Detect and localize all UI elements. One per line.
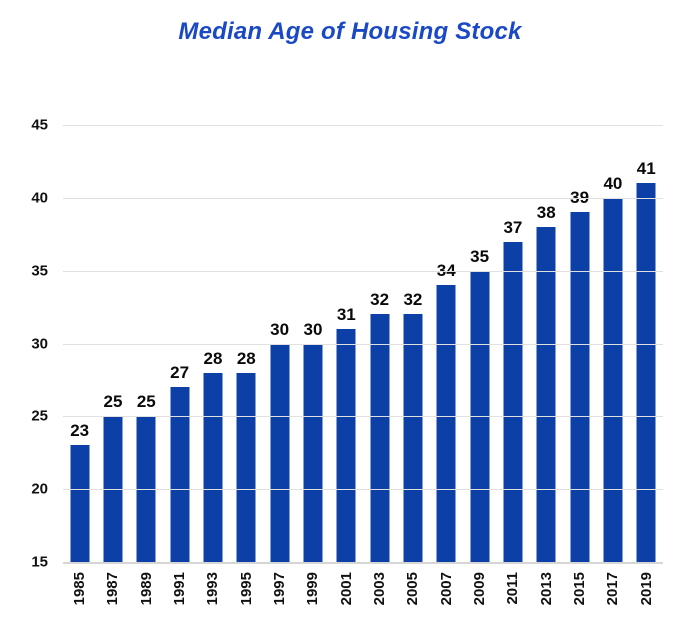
value-label: 41	[636, 159, 656, 179]
bar-slot: 30	[263, 125, 296, 562]
x-tick-slot: 2019	[630, 572, 663, 605]
value-label: 32	[403, 290, 423, 310]
bar-slot: 30	[296, 125, 329, 562]
gridline	[63, 416, 663, 418]
y-tick-label: 40	[31, 189, 48, 207]
gridline	[63, 489, 663, 491]
bar-slot: 41	[630, 125, 663, 562]
bar	[536, 226, 556, 562]
value-label: 38	[536, 202, 556, 222]
bar	[336, 328, 356, 562]
value-label: 31	[336, 304, 356, 324]
bar-slot: 28	[230, 125, 263, 562]
x-tick-slot: 1993	[196, 572, 229, 605]
y-tick-label: 15	[31, 553, 48, 571]
x-tick-slot: 1989	[130, 572, 163, 605]
value-label: 25	[136, 392, 156, 412]
bar	[436, 285, 456, 562]
chart-title: Median Age of Housing Stock	[178, 18, 522, 45]
bar-slot: 37	[496, 125, 529, 562]
x-tick-slot: 2007	[430, 572, 463, 605]
x-tick-slot: 1995	[230, 572, 263, 605]
x-tick-label: 2005	[404, 572, 422, 606]
x-tick-slot: 1991	[163, 572, 196, 605]
x-tick-slot: 2011	[496, 572, 529, 605]
bar	[570, 212, 590, 562]
bar	[403, 314, 423, 562]
x-axis: 1985 1987 1989 1991 1993 1995 1997 1999 2001 2003…	[63, 572, 663, 605]
x-tick-label: 1987	[104, 572, 122, 606]
x-tick-slot: 2017	[596, 572, 629, 605]
x-tick-slot: 1987	[96, 572, 129, 605]
gridline	[63, 197, 663, 199]
x-tick-label: 2013	[537, 572, 555, 606]
x-tick-slot: 2015	[563, 572, 596, 605]
bar	[370, 314, 390, 562]
bar-chart: 23 25 25 27 28 28 30 30 31 32 32 34 35 37 38 39 40 41 15 2…	[0, 117, 700, 625]
bar-slot: 32	[363, 125, 396, 562]
value-label: 35	[470, 246, 490, 266]
bar	[636, 183, 656, 562]
bar	[303, 343, 323, 562]
bar	[170, 387, 190, 562]
value-label: 40	[603, 173, 623, 193]
bar	[270, 343, 290, 562]
y-tick-label: 45	[31, 116, 48, 134]
value-label: 28	[236, 348, 256, 368]
bar	[236, 372, 256, 562]
gridline	[63, 125, 663, 126]
bar-slot: 31	[330, 125, 363, 562]
x-tick-slot: 2013	[530, 572, 563, 605]
gridline	[63, 343, 663, 345]
x-tick-label: 2015	[571, 572, 589, 606]
x-tick-slot: 1985	[63, 572, 96, 605]
bar	[203, 372, 223, 562]
x-tick-label: 2017	[604, 572, 622, 606]
x-tick-label: 2003	[371, 572, 389, 606]
x-tick-label: 2009	[471, 572, 489, 606]
bar-slot: 34	[430, 125, 463, 562]
x-tick-label: 1997	[271, 572, 289, 606]
x-tick-label: 1989	[137, 572, 155, 606]
x-tick-slot: 2005	[396, 572, 429, 605]
x-tick-label: 1999	[304, 572, 322, 606]
x-tick-label: 2007	[437, 572, 455, 606]
x-tick-slot: 1997	[263, 572, 296, 605]
value-label: 37	[503, 217, 523, 237]
x-tick-label: 1985	[71, 572, 89, 606]
bar-slot: 27	[163, 125, 196, 562]
x-tick-label: 2019	[637, 572, 655, 606]
bar	[70, 445, 90, 562]
bar	[503, 241, 523, 562]
x-tick-slot: 2001	[330, 572, 363, 605]
x-tick-label: 1991	[171, 572, 189, 606]
value-label: 27	[170, 363, 190, 383]
x-tick-label: 2001	[337, 572, 355, 606]
value-label: 30	[270, 319, 290, 339]
value-label: 23	[70, 421, 90, 441]
plot-area: 23 25 25 27 28 28 30 30 31 32 32 34 35 37 38 39 40 41	[63, 125, 663, 564]
y-tick-label: 20	[31, 480, 48, 498]
value-label: 25	[103, 392, 123, 412]
y-tick-label: 35	[31, 262, 48, 280]
x-tick-slot: 1999	[296, 572, 329, 605]
y-tick-label: 25	[31, 407, 48, 425]
gridline	[63, 270, 663, 272]
bar-slot: 40	[596, 125, 629, 562]
x-tick-label: 1993	[204, 572, 222, 606]
bar-slot: 38	[530, 125, 563, 562]
bar	[603, 197, 623, 562]
x-tick-slot: 2009	[463, 572, 496, 605]
bar-slot: 23	[63, 125, 96, 562]
y-tick-label: 30	[31, 335, 48, 352]
value-label: 32	[370, 290, 390, 310]
value-label: 30	[303, 319, 323, 339]
value-label: 28	[203, 348, 223, 368]
x-tick-label: 2011	[504, 572, 522, 605]
x-tick-slot: 2003	[363, 572, 396, 605]
x-tick-label: 1995	[237, 572, 255, 606]
bar-slot: 32	[396, 125, 429, 562]
bar-slot: 28	[196, 125, 229, 562]
